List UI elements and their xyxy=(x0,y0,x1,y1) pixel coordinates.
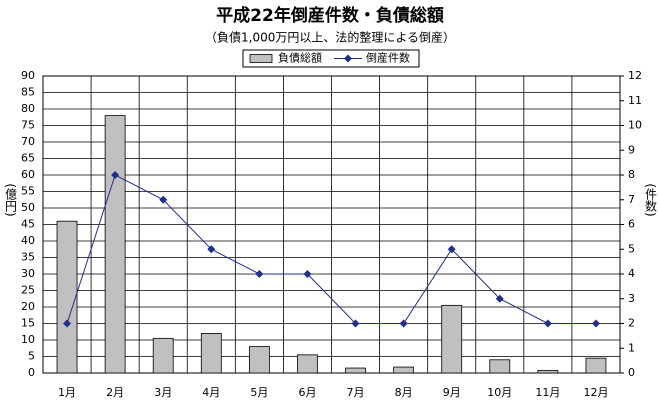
y2-tick-label: 5 xyxy=(628,242,635,255)
marker xyxy=(351,319,360,328)
y2-tick-label: 0 xyxy=(628,366,635,379)
y2-tick-label: 4 xyxy=(628,267,635,280)
marker xyxy=(255,270,264,278)
y-tick-label: 75 xyxy=(21,119,35,132)
legend-marker xyxy=(344,54,352,63)
y-tick-label: 65 xyxy=(21,152,35,165)
y-tick-label: 30 xyxy=(21,267,35,280)
y2-tick-label: 12 xyxy=(628,69,642,82)
x-tick-label: 1月 xyxy=(58,386,76,399)
marker xyxy=(303,270,312,278)
legend-swatch xyxy=(249,54,273,63)
chart-subtitle: （負債1,000万円以上、法的整理による倒産） xyxy=(205,30,455,45)
marker xyxy=(159,195,168,204)
marker xyxy=(591,319,600,328)
y2-axis-label: (件数) xyxy=(644,183,658,216)
y-tick-label: 80 xyxy=(21,102,35,115)
bar xyxy=(104,115,126,374)
y-axis-label: (億円) xyxy=(4,183,18,216)
bar xyxy=(441,304,463,374)
bar xyxy=(248,346,270,374)
y-tick-label: 0 xyxy=(28,366,35,379)
bar xyxy=(585,357,607,374)
y2-tick-label: 11 xyxy=(628,94,642,107)
y-tick-label: 40 xyxy=(21,234,35,247)
y-tick-label: 45 xyxy=(21,218,35,231)
y-tick-label: 20 xyxy=(21,300,35,313)
y2-tick-label: 10 xyxy=(628,119,642,132)
marker xyxy=(495,294,504,303)
bar xyxy=(200,332,222,374)
x-tick-label: 11月 xyxy=(535,386,560,399)
bar xyxy=(56,220,78,374)
x-tick-label: 3月 xyxy=(154,386,172,399)
y2-tick-label: 7 xyxy=(628,193,635,206)
x-tick-label: 9月 xyxy=(443,386,461,399)
x-tick-label: 5月 xyxy=(250,386,268,399)
marker xyxy=(63,319,72,328)
y-tick-label: 90 xyxy=(21,69,35,82)
y2-tick-label: 6 xyxy=(628,218,635,231)
x-tick-label: 12月 xyxy=(583,386,608,399)
marker xyxy=(207,245,216,254)
y-tick-label: 25 xyxy=(21,284,35,297)
marker xyxy=(399,319,408,328)
y2-tick-label: 3 xyxy=(628,292,635,305)
line xyxy=(66,174,596,324)
marker xyxy=(447,245,456,254)
y2-tick-label: 8 xyxy=(628,168,635,181)
x-tick-label: 2月 xyxy=(106,386,124,399)
x-tick-label: 7月 xyxy=(347,386,365,399)
bar xyxy=(152,337,174,374)
y-tick-label: 60 xyxy=(21,168,35,181)
x-tick-label: 6月 xyxy=(298,386,316,399)
x-tick-label: 4月 xyxy=(202,386,220,399)
y-tick-label: 50 xyxy=(21,201,35,214)
bar xyxy=(345,367,366,374)
bar xyxy=(393,366,415,374)
legend-label: 負債総額 xyxy=(278,51,322,65)
legend-label: 倒産件数 xyxy=(366,52,410,65)
y-tick-label: 5 xyxy=(28,350,35,363)
y2-tick-label: 2 xyxy=(628,317,635,330)
y-tick-label: 10 xyxy=(21,333,35,346)
y2-tick-label: 1 xyxy=(628,341,635,354)
marker xyxy=(543,319,552,328)
y-tick-label: 85 xyxy=(21,86,35,99)
marker xyxy=(111,171,120,179)
bar xyxy=(537,369,559,374)
y-tick-label: 55 xyxy=(21,185,35,198)
chart-title: 平成22年倒産件数・負債総額 xyxy=(216,5,444,26)
bar xyxy=(297,354,318,374)
legend-box xyxy=(242,49,420,68)
x-tick-label: 10月 xyxy=(487,386,512,399)
y2-tick-label: 9 xyxy=(628,143,635,156)
y-tick-label: 35 xyxy=(21,251,35,264)
bar xyxy=(489,359,511,374)
y-tick-label: 70 xyxy=(21,135,35,148)
y-tick-label: 15 xyxy=(21,317,35,330)
x-tick-label: 8月 xyxy=(395,386,413,399)
